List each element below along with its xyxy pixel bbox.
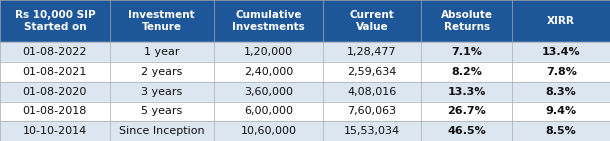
Bar xyxy=(421,42,512,62)
Text: 15,53,034: 15,53,034 xyxy=(344,126,400,136)
Text: 7.8%: 7.8% xyxy=(546,67,576,77)
Bar xyxy=(421,62,512,82)
Bar xyxy=(512,121,610,141)
Text: 1,20,000: 1,20,000 xyxy=(244,47,293,57)
Bar xyxy=(512,42,610,62)
Text: Investment
Tenure: Investment Tenure xyxy=(128,10,195,32)
Text: 2,40,000: 2,40,000 xyxy=(244,67,293,77)
Text: 7,60,063: 7,60,063 xyxy=(348,106,396,116)
Text: 46.5%: 46.5% xyxy=(447,126,486,136)
Bar xyxy=(214,102,323,121)
Bar xyxy=(214,0,323,42)
Text: 26.7%: 26.7% xyxy=(447,106,486,116)
Text: Rs 10,000 SIP
Started on: Rs 10,000 SIP Started on xyxy=(15,10,95,32)
Text: 01-08-2022: 01-08-2022 xyxy=(23,47,87,57)
Text: 9.4%: 9.4% xyxy=(545,106,577,116)
Text: 5 years: 5 years xyxy=(141,106,182,116)
Text: 8.5%: 8.5% xyxy=(546,126,576,136)
Bar xyxy=(323,82,421,102)
Bar xyxy=(110,82,214,102)
Text: 1 year: 1 year xyxy=(144,47,179,57)
Text: 13.4%: 13.4% xyxy=(542,47,581,57)
Bar xyxy=(110,102,214,121)
Bar xyxy=(421,82,512,102)
Text: Absolute
Returns: Absolute Returns xyxy=(440,10,493,32)
Bar xyxy=(323,102,421,121)
Text: 8.3%: 8.3% xyxy=(546,87,576,97)
Bar xyxy=(0,102,110,121)
Bar xyxy=(512,0,610,42)
Text: XIRR: XIRR xyxy=(547,16,575,26)
Text: 2,59,634: 2,59,634 xyxy=(348,67,396,77)
Bar xyxy=(110,121,214,141)
Text: 10,60,000: 10,60,000 xyxy=(240,126,296,136)
Text: 01-08-2021: 01-08-2021 xyxy=(23,67,87,77)
Text: 3,60,000: 3,60,000 xyxy=(244,87,293,97)
Bar xyxy=(214,42,323,62)
Text: 1,28,477: 1,28,477 xyxy=(347,47,397,57)
Text: 2 years: 2 years xyxy=(141,67,182,77)
Bar xyxy=(110,62,214,82)
Bar xyxy=(323,62,421,82)
Bar xyxy=(110,42,214,62)
Text: 13.3%: 13.3% xyxy=(448,87,486,97)
Text: Cumulative
Investments: Cumulative Investments xyxy=(232,10,305,32)
Text: 01-08-2020: 01-08-2020 xyxy=(23,87,87,97)
Text: 6,00,000: 6,00,000 xyxy=(244,106,293,116)
Bar xyxy=(323,0,421,42)
Bar xyxy=(512,102,610,121)
Text: 10-10-2014: 10-10-2014 xyxy=(23,126,87,136)
Bar xyxy=(512,82,610,102)
Bar xyxy=(421,0,512,42)
Bar xyxy=(214,121,323,141)
Bar xyxy=(323,121,421,141)
Bar xyxy=(0,0,110,42)
Text: 7.1%: 7.1% xyxy=(451,47,482,57)
Bar xyxy=(0,42,110,62)
Bar xyxy=(0,62,110,82)
Bar xyxy=(421,102,512,121)
Bar xyxy=(0,82,110,102)
Text: Since Inception: Since Inception xyxy=(119,126,204,136)
Text: Current
Value: Current Value xyxy=(350,10,395,32)
Bar xyxy=(421,121,512,141)
Text: 8.2%: 8.2% xyxy=(451,67,482,77)
Bar xyxy=(323,42,421,62)
Text: 4,08,016: 4,08,016 xyxy=(348,87,396,97)
Bar xyxy=(512,62,610,82)
Bar xyxy=(0,121,110,141)
Bar xyxy=(110,0,214,42)
Text: 3 years: 3 years xyxy=(141,87,182,97)
Text: 01-08-2018: 01-08-2018 xyxy=(23,106,87,116)
Bar xyxy=(214,62,323,82)
Bar xyxy=(214,82,323,102)
